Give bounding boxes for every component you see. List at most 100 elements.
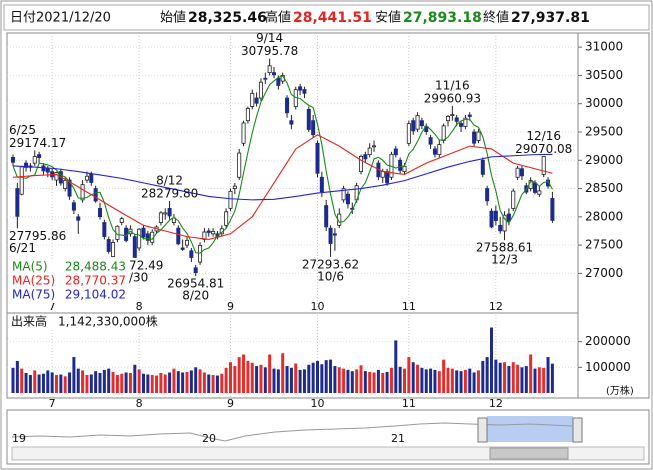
annotation-value: 30795.78 — [241, 44, 298, 58]
volume-bar — [446, 367, 450, 393]
field-value: 28,441.51 — [293, 10, 372, 26]
candle-body — [258, 81, 263, 99]
x-tick-label: 10 — [311, 300, 325, 313]
volume-bar — [98, 372, 102, 393]
volume-bar — [176, 371, 180, 393]
volume-bar — [537, 367, 541, 393]
candle-body — [71, 202, 76, 211]
volume-bar — [424, 369, 428, 393]
candle-body — [411, 120, 416, 132]
volume-bar — [237, 357, 241, 393]
volume-bar — [33, 370, 37, 393]
volume-bar — [128, 372, 132, 393]
y-tick-label: 27500 — [585, 238, 623, 252]
volume-bar — [407, 357, 411, 393]
candle-body — [19, 166, 24, 195]
volume-bar — [437, 371, 441, 393]
volume-bar — [211, 375, 215, 393]
volume-bar — [429, 368, 433, 393]
candle-body — [454, 117, 459, 122]
navigator-handle-left[interactable] — [477, 417, 488, 443]
x-tick-label: 7 — [49, 300, 56, 313]
volume-bar — [194, 367, 198, 393]
annotation-date: 9/14 — [256, 31, 283, 45]
candle-body — [515, 167, 520, 178]
volume-bar — [411, 362, 415, 393]
volume-bar — [59, 374, 63, 393]
scrollbar-thumb[interactable] — [489, 447, 569, 460]
volume-bar — [389, 367, 393, 393]
volume-bar — [416, 364, 420, 393]
candle-body — [441, 125, 446, 141]
volume-bar — [337, 367, 341, 393]
candle-body — [450, 114, 455, 116]
candle-body — [93, 188, 98, 202]
x-tick-label: 7 — [49, 397, 56, 410]
candle-body — [89, 174, 94, 183]
date-value: 2021/12/20 — [36, 11, 111, 26]
volume-bar — [20, 368, 24, 393]
annotation-date: 11/16 — [435, 78, 470, 92]
candle-body — [367, 147, 372, 156]
candle-body — [189, 250, 194, 258]
candle-body — [141, 227, 146, 238]
volume-bar — [520, 367, 524, 393]
volume-bar — [320, 364, 324, 393]
volume-bar — [333, 366, 337, 393]
candle-body — [163, 212, 168, 215]
volume-bar — [63, 376, 67, 393]
candle-body — [76, 216, 81, 221]
field-value: 27,937.81 — [511, 10, 590, 26]
volume-bar — [298, 369, 302, 393]
candle-body — [498, 224, 503, 232]
candle-body — [80, 184, 85, 201]
volume-bar — [28, 375, 32, 393]
volume-bar — [146, 374, 150, 393]
volume-bar — [316, 360, 319, 393]
volume-bar — [450, 368, 454, 393]
legend-box — [9, 259, 128, 303]
candle-body — [546, 179, 551, 187]
volume-bar — [150, 375, 154, 393]
volume-bar — [503, 362, 507, 393]
y-tick-label: 27000 — [585, 266, 623, 280]
annotation-value: 27293.62 — [302, 257, 359, 271]
legend-name: MA(25) — [12, 274, 55, 288]
candle-body — [289, 120, 294, 125]
candle-body — [437, 144, 442, 156]
y-tick-label: 28000 — [585, 209, 623, 223]
scrollbar-track[interactable] — [11, 446, 645, 461]
annotation-value: 29960.93 — [424, 91, 481, 105]
volume-bar — [137, 369, 141, 393]
candle-body — [10, 157, 15, 163]
candle-body — [341, 188, 346, 201]
volume-bar — [433, 369, 437, 393]
navigator-handle-right[interactable] — [572, 417, 583, 443]
volume-bar — [89, 374, 93, 393]
candle-body — [106, 239, 111, 252]
candle-body — [241, 122, 246, 144]
candle-body — [45, 168, 50, 173]
volume-plot — [11, 327, 554, 393]
candle-body — [158, 212, 163, 223]
candle-body — [176, 227, 181, 245]
volume-bar — [189, 370, 193, 393]
candle-body — [445, 115, 450, 122]
volume-bar — [142, 373, 145, 393]
x-tick-label: 11 — [402, 397, 416, 410]
annotation-value: 27795.86 — [9, 229, 66, 243]
moving-average-line — [12, 75, 553, 254]
volume-bar — [511, 362, 515, 393]
candle-body — [254, 97, 259, 104]
candle-body — [232, 185, 237, 189]
volume-bar — [481, 360, 485, 393]
candle-body — [37, 154, 42, 158]
annotation-date: 8/20 — [182, 288, 209, 302]
volume-bar — [115, 375, 119, 393]
volume-bar — [202, 372, 206, 393]
navigator-window[interactable] — [487, 416, 573, 442]
volume-bar — [224, 367, 228, 393]
volume-bar — [498, 362, 502, 393]
volume-bar — [507, 366, 511, 393]
